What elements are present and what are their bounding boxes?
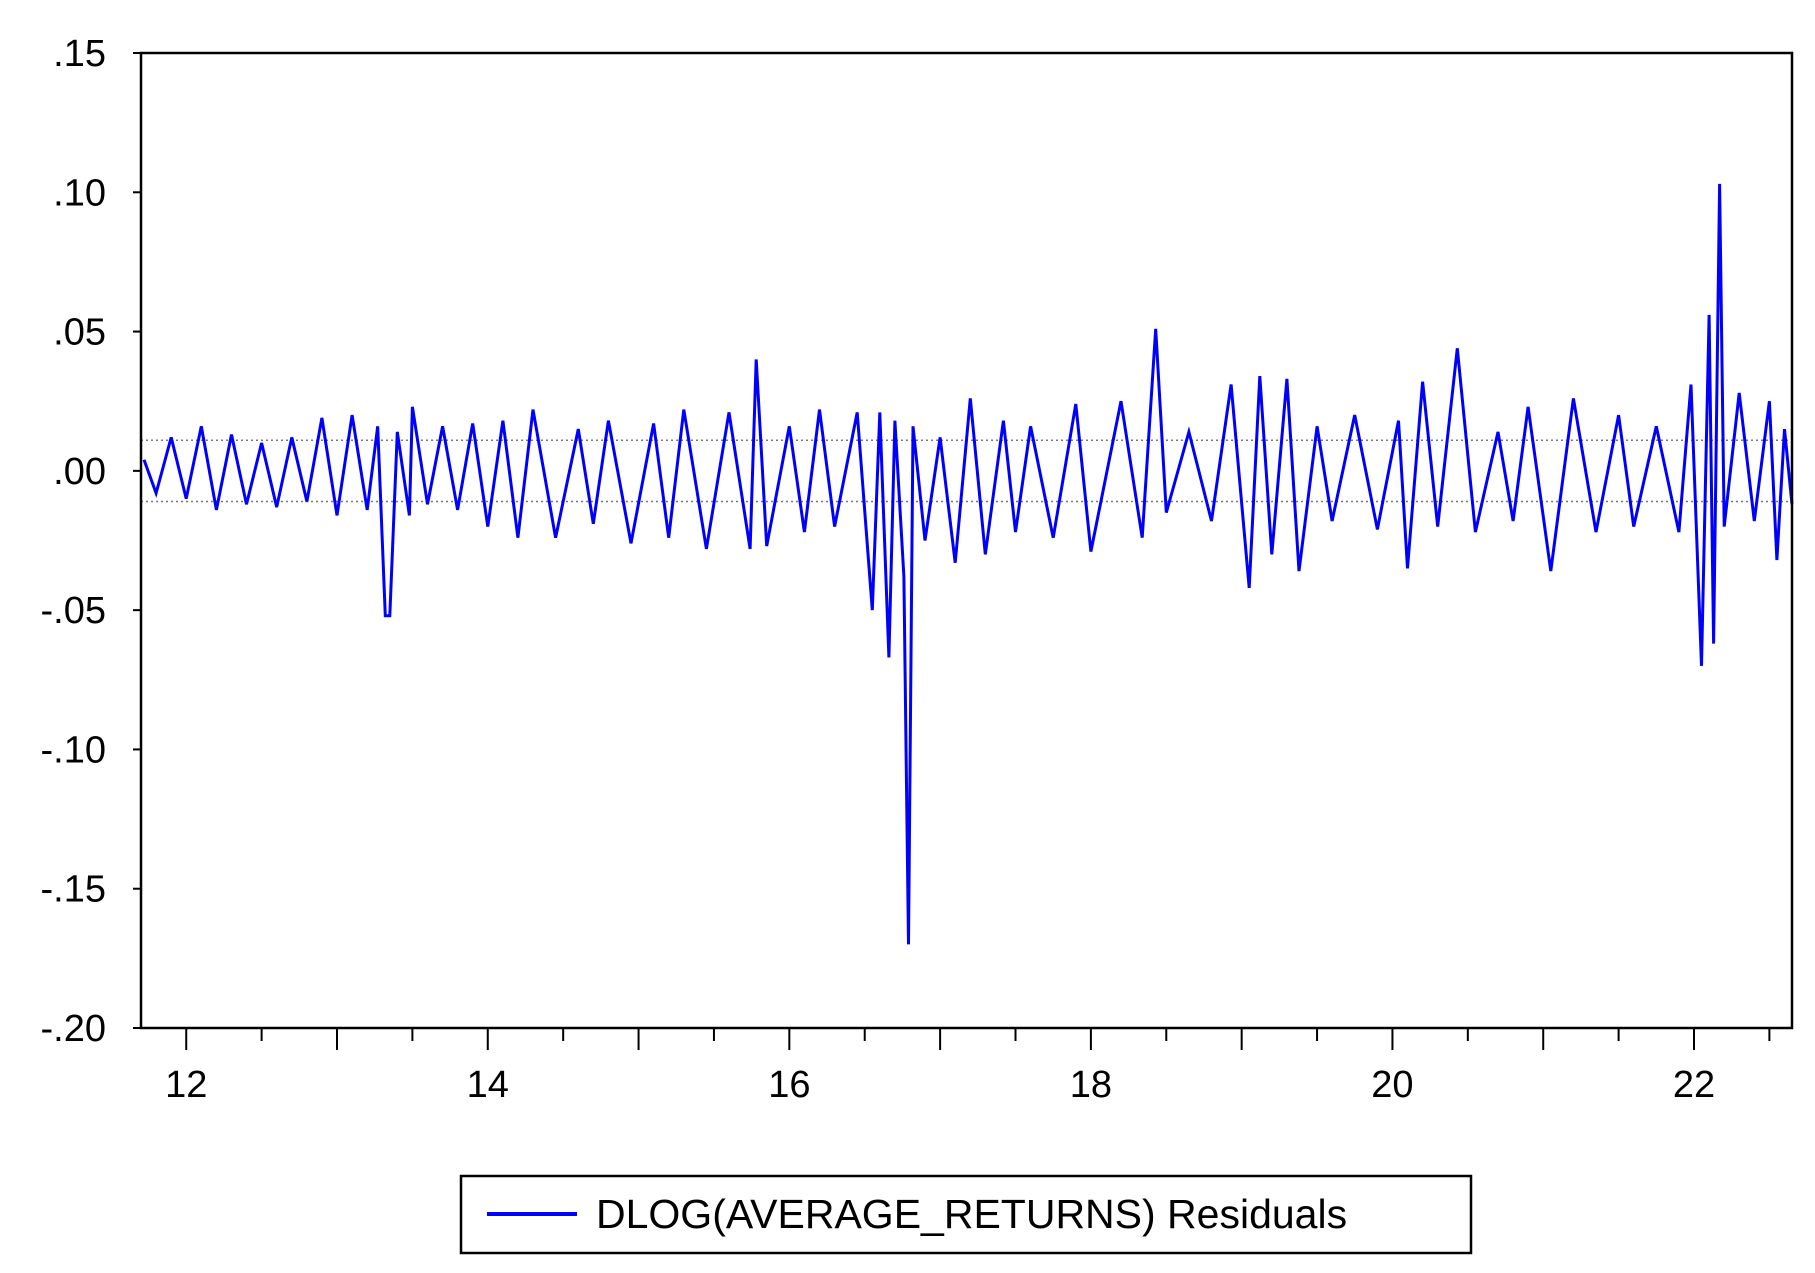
x-axis: 12 14 16 18 20 22 (165, 1028, 1771, 1106)
y-tick-label-4: -.05 (41, 590, 106, 632)
y-tick-label-3: .00 (53, 451, 106, 493)
x-tick-label-2: 16 (768, 1064, 810, 1106)
y-axis: .15 .10 .05 .00 -.05 -.10 -.15 -.20 (41, 33, 141, 1050)
plot-area-frame (139, 51, 1794, 1030)
y-tick-label-6: -.15 (41, 869, 106, 911)
x-tick-label-3: 18 (1070, 1064, 1112, 1106)
x-tick-label-0: 12 (165, 1064, 207, 1106)
x-tick-label-1: 14 (467, 1064, 509, 1106)
y-tick-label-7: -.20 (41, 1008, 106, 1050)
x-tick-label-4: 20 (1371, 1064, 1413, 1106)
legend: DLOG(AVERAGE_RETURNS) Residuals (459, 1174, 1473, 1255)
series-line-0 (142, 183, 1794, 945)
y-tick-label-5: -.10 (41, 729, 106, 771)
legend-label: DLOG(AVERAGE_RETURNS) Residuals (596, 1191, 1347, 1237)
y-tick-label-1: .10 (53, 172, 106, 214)
y-tick-label-0: .15 (53, 33, 106, 75)
y-tick-label-2: .05 (53, 312, 106, 354)
legend-box (459, 1174, 1473, 1255)
x-tick-label-5: 22 (1673, 1064, 1715, 1106)
series-layer (142, 183, 1794, 945)
